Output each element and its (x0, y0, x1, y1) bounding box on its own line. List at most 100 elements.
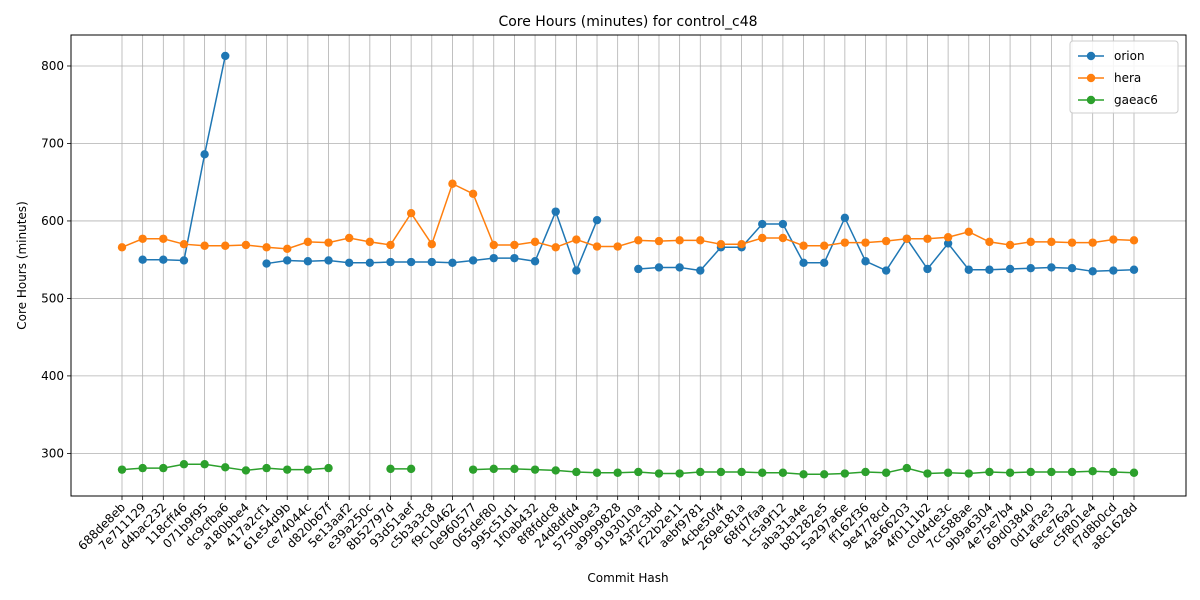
legend-marker (1086, 51, 1096, 61)
data-point (799, 241, 808, 250)
data-point (985, 237, 994, 247)
data-point (365, 258, 375, 267)
data-point (634, 264, 643, 274)
grid-lines (71, 35, 1186, 496)
data-point (283, 244, 292, 254)
data-point (1047, 467, 1056, 477)
data-point (1088, 267, 1097, 276)
data-point (468, 189, 478, 199)
data-point (200, 241, 209, 250)
data-point (943, 468, 953, 477)
data-point (1067, 467, 1077, 477)
data-point (943, 239, 953, 248)
data-point (654, 236, 664, 246)
data-point (964, 227, 973, 236)
data-point (427, 239, 436, 249)
x-axis-label: Commit Hash (587, 571, 668, 585)
data-point (985, 467, 994, 477)
data-point (468, 465, 478, 474)
data-point (820, 470, 829, 479)
data-point (489, 253, 498, 263)
data-point (1047, 263, 1056, 272)
data-point (696, 467, 705, 477)
data-point (1026, 237, 1035, 247)
data-point (221, 463, 230, 472)
data-point (283, 465, 292, 474)
data-point (799, 258, 808, 267)
data-point (221, 241, 230, 250)
y-tick-label: 500 (41, 291, 64, 305)
legend-label: orion (1114, 49, 1145, 63)
data-point (344, 258, 354, 267)
data-point (489, 240, 498, 250)
data-point (510, 253, 519, 263)
data-point (179, 460, 189, 469)
data-point (902, 234, 912, 243)
data-point (654, 263, 664, 272)
data-point (943, 233, 953, 242)
data-point (1109, 266, 1118, 275)
data-point (510, 240, 519, 250)
data-point (1047, 237, 1056, 247)
data-point (572, 266, 581, 275)
data-point (964, 469, 973, 478)
data-point (881, 266, 891, 275)
data-point (138, 255, 147, 264)
data-point (468, 256, 478, 265)
data-point (1005, 468, 1015, 477)
data-point (1067, 264, 1077, 273)
data-point (262, 463, 271, 473)
data-point (799, 470, 808, 479)
data-point (406, 464, 416, 474)
data-point (551, 466, 560, 475)
data-point (406, 209, 416, 218)
data-point (159, 234, 168, 243)
data-point (159, 463, 168, 473)
data-point (716, 467, 726, 477)
data-point (365, 237, 375, 247)
data-point (675, 469, 684, 478)
data-point (179, 239, 189, 249)
data-point (386, 257, 395, 267)
data-point (634, 236, 643, 245)
data-point (530, 257, 540, 266)
data-point (881, 236, 891, 246)
data-point (923, 264, 932, 274)
data-point (262, 259, 271, 268)
data-point (303, 237, 313, 247)
data-point (138, 463, 147, 473)
data-point (675, 263, 684, 272)
data-point (778, 219, 788, 229)
x-axis-ticks: 688de8eb7e711129d4bac232118cff46071b9f95… (75, 496, 1140, 553)
data-point (592, 468, 602, 477)
data-point (551, 243, 560, 252)
data-point (303, 465, 313, 474)
data-point (510, 464, 519, 474)
data-point (613, 242, 622, 251)
data-point (448, 179, 457, 188)
chart-title: Core Hours (minutes) for control_c48 (498, 14, 757, 30)
data-point (840, 469, 850, 478)
y-axis-label: Core Hours (minutes) (15, 201, 29, 330)
data-point (324, 256, 333, 265)
series-line (121, 182, 1135, 250)
y-tick-label: 700 (41, 136, 64, 150)
data-point (427, 257, 436, 267)
data-point (985, 265, 994, 274)
series-gaeac6 (117, 460, 1139, 479)
data-point (592, 215, 602, 225)
data-point (758, 233, 767, 243)
y-tick-label: 400 (41, 369, 64, 383)
y-axis-ticks: 300 400 500 600 700 800 (41, 59, 71, 460)
series-layer (117, 51, 1139, 479)
data-point (778, 468, 788, 477)
data-point (572, 235, 581, 244)
data-point (758, 468, 767, 477)
data-point (1067, 238, 1077, 247)
data-point (117, 243, 127, 252)
data-point (923, 234, 932, 243)
data-point (551, 207, 560, 216)
legend-box (1069, 40, 1179, 114)
data-point (448, 258, 457, 267)
